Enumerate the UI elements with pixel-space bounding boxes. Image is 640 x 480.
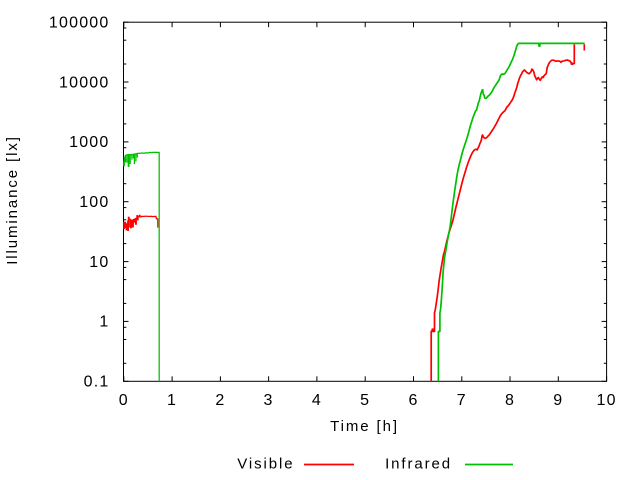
svg-text:100: 100 bbox=[79, 194, 109, 211]
svg-text:5: 5 bbox=[360, 392, 370, 409]
svg-text:10: 10 bbox=[89, 254, 109, 271]
svg-text:1000: 1000 bbox=[69, 134, 109, 151]
svg-text:Illuminance [lx]: Illuminance [lx] bbox=[4, 135, 21, 265]
svg-text:Infrared: Infrared bbox=[385, 456, 452, 473]
svg-text:2: 2 bbox=[215, 392, 225, 409]
svg-text:1: 1 bbox=[167, 392, 177, 409]
svg-text:0: 0 bbox=[119, 392, 129, 409]
svg-text:3: 3 bbox=[264, 392, 274, 409]
svg-text:100000: 100000 bbox=[49, 15, 110, 32]
svg-text:Time [h]: Time [h] bbox=[330, 418, 399, 435]
svg-text:10: 10 bbox=[596, 392, 616, 409]
svg-text:4: 4 bbox=[312, 392, 322, 409]
svg-text:10000: 10000 bbox=[59, 74, 110, 91]
svg-text:7: 7 bbox=[457, 392, 467, 409]
svg-text:Visible: Visible bbox=[237, 456, 294, 473]
svg-text:8: 8 bbox=[505, 392, 515, 409]
svg-text:6: 6 bbox=[408, 392, 418, 409]
svg-text:1: 1 bbox=[99, 314, 109, 331]
svg-text:0.1: 0.1 bbox=[84, 374, 110, 391]
svg-text:9: 9 bbox=[553, 392, 563, 409]
